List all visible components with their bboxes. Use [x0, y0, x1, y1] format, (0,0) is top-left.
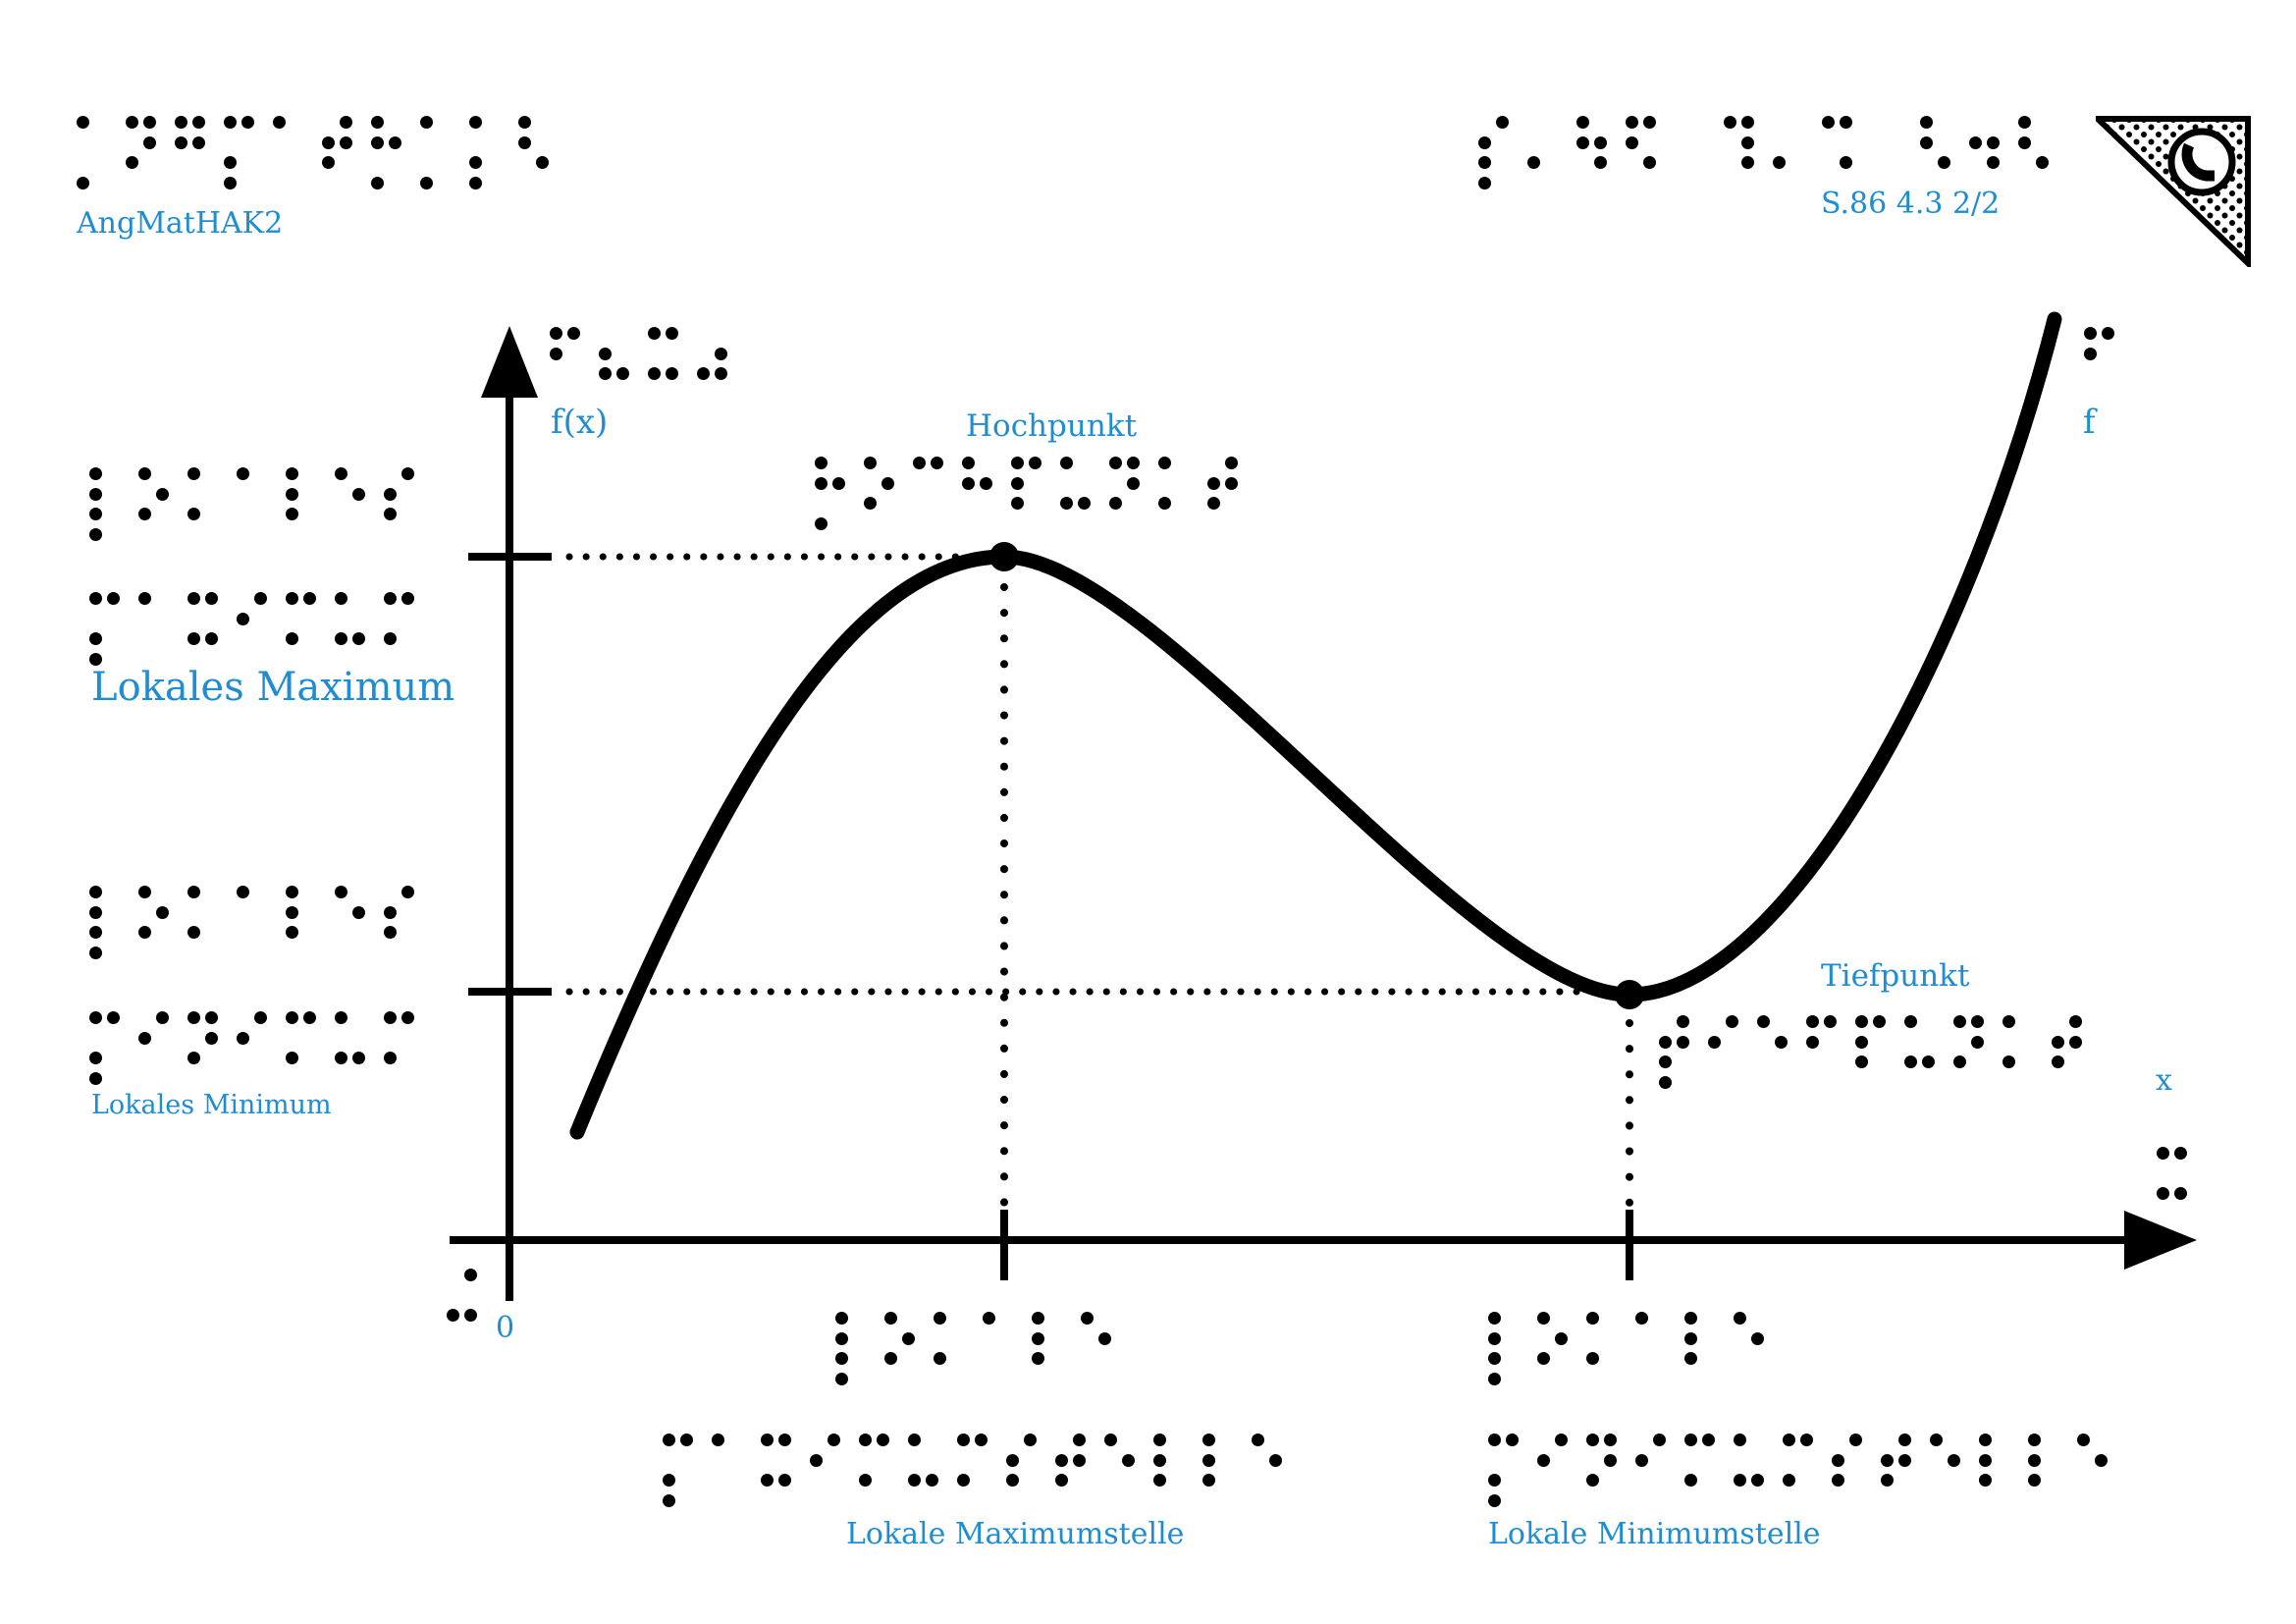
- y-axis-tick-maximum: [468, 553, 552, 561]
- x-axis-arrowhead-icon: [2124, 1211, 2197, 1270]
- curve-label: f: [2083, 403, 2096, 442]
- hochpunkt-label: Hochpunkt: [966, 408, 1138, 444]
- lokale-minimumstelle-label: Lokale Minimumstelle: [1488, 1517, 1821, 1551]
- y-axis-tick-minimum: [468, 988, 552, 996]
- logo-curl: [2181, 142, 2215, 182]
- publisher-logo-icon: [2096, 116, 2251, 267]
- lokales-minimum-label: Lokales Minimum: [91, 1090, 332, 1120]
- origin-label: 0: [496, 1311, 515, 1345]
- function-curve: [569, 311, 2062, 1140]
- x-axis-label: x: [2156, 1063, 2172, 1098]
- x-axis-tick-maximumstelle: [1000, 1210, 1008, 1280]
- lokales-maximum-label: Lokales Maximum: [91, 665, 455, 710]
- local-maximum-point: [989, 542, 1019, 571]
- x-axis-tick-minimumstelle: [1626, 1210, 1633, 1280]
- y-axis: [506, 344, 513, 1301]
- page-ref-label: S.86 4.3 2/2: [1821, 187, 2001, 221]
- y-axis-arrowhead-icon: [481, 326, 538, 398]
- logo-circle: [2167, 128, 2236, 196]
- local-minimum-point: [1615, 980, 1644, 1009]
- course-code-label: AngMatHAK2: [77, 206, 284, 241]
- tiefpunkt-label: Tiefpunkt: [1821, 958, 1970, 994]
- lokale-maximumstelle-label: Lokale Maximumstelle: [846, 1517, 1185, 1551]
- x-axis: [450, 1236, 2140, 1244]
- y-axis-label: f(x): [551, 403, 609, 442]
